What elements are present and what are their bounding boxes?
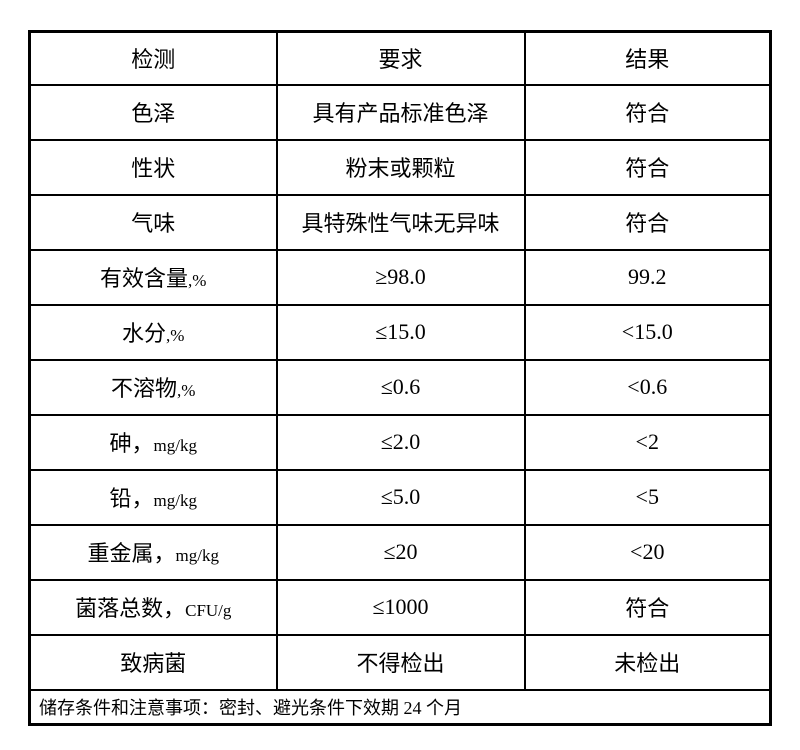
footer-row: 储存条件和注意事项：密封、避光条件下效期 24 个月: [28, 688, 772, 725]
column-header-requirement: 要求: [275, 30, 526, 86]
result-cell: 符合: [523, 578, 772, 636]
table-row: 气味 具特殊性气味无异味 符合: [28, 193, 772, 251]
header-row: 检测 要求 结果: [28, 30, 772, 86]
column-header-parameter: 检测: [28, 30, 278, 86]
result-cell: 未检出: [523, 633, 772, 691]
result-cell: <15.0: [523, 303, 772, 361]
requirement-cell: ≤0.6: [275, 358, 526, 416]
requirement-cell: 粉末或颗粒: [275, 138, 526, 196]
requirement-cell: 具有产品标准色泽: [275, 83, 526, 141]
column-header-result: 结果: [523, 30, 772, 86]
requirement-cell: ≤2.0: [275, 413, 526, 471]
result-cell: 符合: [523, 138, 772, 196]
requirement-cell: 不得检出: [275, 633, 526, 691]
table-footer: 储存条件和注意事项：密封、避光条件下效期 24 个月: [28, 688, 772, 725]
parameter-cell: 性状: [28, 138, 278, 196]
table-body: 色泽 具有产品标准色泽 符合 性状 粉末或颗粒 符合 气味 具特殊性气味无异味 符合 有效含量,%…: [28, 83, 772, 691]
result-cell: 符合: [523, 83, 772, 141]
parameter-cell: 砷，mg/kg: [28, 413, 278, 471]
table-row: 致病菌 不得检出 未检出: [28, 633, 772, 691]
result-cell: <5: [523, 468, 772, 526]
parameter-cell: 有效含量,%: [28, 248, 278, 306]
requirement-cell: ≤1000: [275, 578, 526, 636]
parameter-cell: 水分,%: [28, 303, 278, 361]
requirement-cell: ≤15.0: [275, 303, 526, 361]
storage-note: 储存条件和注意事项：密封、避光条件下效期 24 个月: [28, 688, 772, 725]
table-row: 色泽 具有产品标准色泽 符合: [28, 83, 772, 141]
table-row: 有效含量,% ≥98.0 99.2: [28, 248, 772, 306]
requirement-cell: ≥98.0: [275, 248, 526, 306]
parameter-cell: 气味: [28, 193, 278, 251]
table-header: 检测 要求 结果: [28, 30, 772, 86]
requirement-cell: ≤5.0: [275, 468, 526, 526]
parameter-cell: 致病菌: [28, 633, 278, 691]
parameter-cell: 重金属，mg/kg: [28, 523, 278, 581]
requirement-cell: ≤20: [275, 523, 526, 581]
table-row: 水分,% ≤15.0 <15.0: [28, 303, 772, 361]
result-cell: 99.2: [523, 248, 772, 306]
table-row: 不溶物,% ≤0.6 <0.6: [28, 358, 772, 416]
table-row: 菌落总数，CFU/g ≤1000 符合: [28, 578, 772, 636]
result-cell: <0.6: [523, 358, 772, 416]
result-cell: <2: [523, 413, 772, 471]
table-row: 重金属，mg/kg ≤20 <20: [28, 523, 772, 581]
table-row: 铅，mg/kg ≤5.0 <5: [28, 468, 772, 526]
result-cell: <20: [523, 523, 772, 581]
requirement-cell: 具特殊性气味无异味: [275, 193, 526, 251]
table-row: 砷，mg/kg ≤2.0 <2: [28, 413, 772, 471]
parameter-cell: 菌落总数，CFU/g: [28, 578, 278, 636]
table-row: 性状 粉末或颗粒 符合: [28, 138, 772, 196]
parameter-cell: 铅，mg/kg: [28, 468, 278, 526]
result-cell: 符合: [523, 193, 772, 251]
parameter-cell: 色泽: [28, 83, 278, 141]
inspection-spec-table: 检测 要求 结果 色泽 具有产品标准色泽 符合 性状 粉末或颗粒 符合 气味 具特殊性气味无异…: [28, 30, 772, 726]
parameter-cell: 不溶物,%: [28, 358, 278, 416]
